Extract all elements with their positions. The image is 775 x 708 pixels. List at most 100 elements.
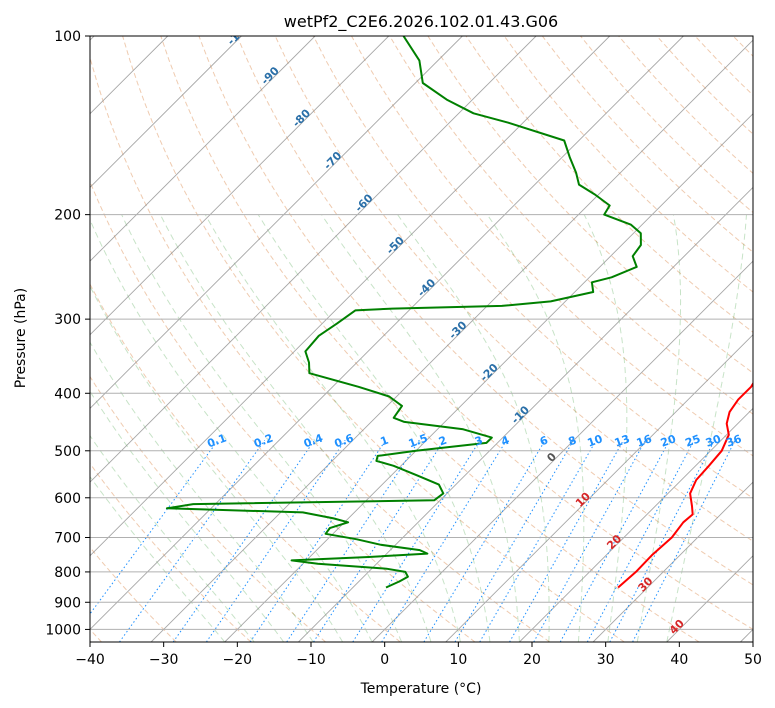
moist-adiabat [159, 214, 432, 642]
isotherm-line [592, 481, 753, 642]
dry-adiabat [771, 36, 775, 642]
dry-adiabat [236, 36, 753, 586]
isotherm-line [90, 36, 390, 336]
moist-adiabat [636, 214, 682, 642]
moist-adiabat [486, 214, 585, 642]
mixing-ratio-line [313, 439, 445, 642]
mixing-ratio-label: 10 [586, 432, 605, 450]
dry-adiabat [465, 36, 753, 333]
isotherm-label: 10 [573, 490, 593, 510]
moist-adiabat [121, 214, 403, 642]
dry-adiabat [122, 36, 625, 642]
y-tick-label: 100 [54, 29, 81, 45]
dry-adiabat [694, 36, 753, 96]
mixing-ratio-label: 0.4 [302, 431, 325, 450]
mixing-ratio-label: 8 [567, 434, 579, 449]
dry-adiabat [90, 462, 252, 642]
isotherm-line [90, 36, 611, 557]
mixing-ratio-line [609, 440, 715, 642]
moist-adiabat [90, 285, 344, 642]
moist-adiabat [90, 475, 226, 642]
mixing-ratio-label: 3 [473, 434, 485, 449]
y-axis-label: Pressure (hPa) [13, 288, 29, 388]
y-tick-label: 600 [54, 491, 81, 507]
isotherm-line [90, 36, 684, 631]
x-axis-label: Temperature (°C) [360, 681, 482, 697]
plot-area: 0.1 0.2 0.4 0.6 1 1.5 2 3 4 6 8 10 13 16 20 25 30 36-100-… [89, 35, 775, 643]
moist-adiabat [90, 434, 255, 642]
mixing-ratio-label: 4 [499, 433, 511, 448]
x-tick-label: 40 [670, 652, 688, 668]
dry-adiabat [274, 36, 753, 542]
isotherm-line [519, 407, 753, 642]
x-tick-label: 20 [523, 652, 541, 668]
isotherm-label: -20 [478, 361, 501, 384]
moist-adiabat [397, 214, 550, 642]
chart-title: wetPf2_C2E6.2026.102.01.43.G06 [284, 12, 558, 32]
mixing-ratio-line [479, 440, 597, 642]
isotherm-line [298, 186, 753, 642]
mixing-ratio-line [533, 440, 646, 642]
moist-adiabat [204, 214, 461, 642]
mixing-ratio-line [90, 439, 219, 615]
mixing-ratio-label: 2 [437, 434, 449, 449]
x-tick-label: 0 [380, 652, 389, 668]
dry-adiabat [312, 36, 753, 499]
mixing-ratio-label: 0.2 [252, 432, 275, 451]
mixing-ratio-label: 1.5 [407, 432, 430, 451]
isotherm-line [666, 555, 753, 642]
mixing-ratio-line [352, 439, 481, 642]
isotherm-line [90, 36, 316, 262]
isotherm-label: 30 [636, 574, 656, 594]
y-tick-label: 1000 [45, 622, 81, 638]
mixing-ratio-line [632, 440, 736, 642]
isotherm-label: -60 [352, 191, 375, 214]
mixing-ratio-label: 16 [635, 432, 654, 450]
isotherm-label: 20 [604, 532, 624, 552]
mixing-ratio-label: 1 [379, 434, 391, 449]
y-tick-label: 200 [54, 208, 81, 224]
moist-adiabat [257, 214, 491, 642]
x-tick-label: −10 [296, 652, 326, 668]
mixing-ratio-line [286, 439, 420, 642]
mixing-ratio-line [423, 440, 546, 642]
mixing-ratio-label: 0.1 [205, 432, 228, 451]
moist-adiabat [666, 214, 747, 642]
mixing-ratio-label: 20 [659, 432, 678, 450]
dry-adiabat [198, 36, 753, 630]
mixing-ratio-label: 36 [725, 432, 744, 450]
dry-adiabat [90, 180, 476, 642]
moist-adiabat [90, 341, 314, 642]
isotherm-line [90, 36, 242, 189]
moist-adiabat [583, 214, 628, 642]
y-tick-label: 300 [54, 312, 81, 328]
y-tick-label: 800 [54, 565, 81, 581]
isotherm-label: -80 [290, 106, 313, 129]
plot-frame [89, 35, 754, 643]
mixing-ratio-line [172, 439, 315, 642]
dry-adiabat [90, 546, 177, 642]
mixing-ratio-line [249, 439, 387, 642]
temperature-line [617, 381, 753, 589]
mixing-ratio-label: 30 [704, 432, 723, 450]
isotherm-line [445, 334, 753, 642]
dry-adiabat [503, 36, 753, 293]
y-tick-label: 700 [54, 531, 81, 547]
y-tick-label: 400 [54, 386, 81, 402]
mixing-ratio-label: 25 [683, 432, 702, 449]
isotherm-label: 40 [667, 617, 687, 637]
isotherm-label: -90 [259, 64, 282, 87]
mixing-ratio-label: 13 [613, 432, 632, 449]
x-tick-label: 50 [744, 652, 762, 668]
dry-adiabat [389, 36, 753, 415]
isotherm-line [371, 260, 753, 642]
moist-adiabat [90, 218, 373, 642]
y-tick-label: 500 [54, 444, 81, 460]
plot-clip-group: 0.1 0.2 0.4 0.6 1 1.5 2 3 4 6 8 10 13 16 20 25 30 36-100-… [90, 36, 775, 642]
y-tick-label: 900 [54, 595, 81, 611]
isotherm-line [150, 39, 753, 642]
x-tick-label: −20 [223, 652, 253, 668]
mixing-ratio-line [119, 439, 266, 642]
x-tick-label: −30 [149, 652, 179, 668]
isotherm-line [224, 113, 753, 642]
